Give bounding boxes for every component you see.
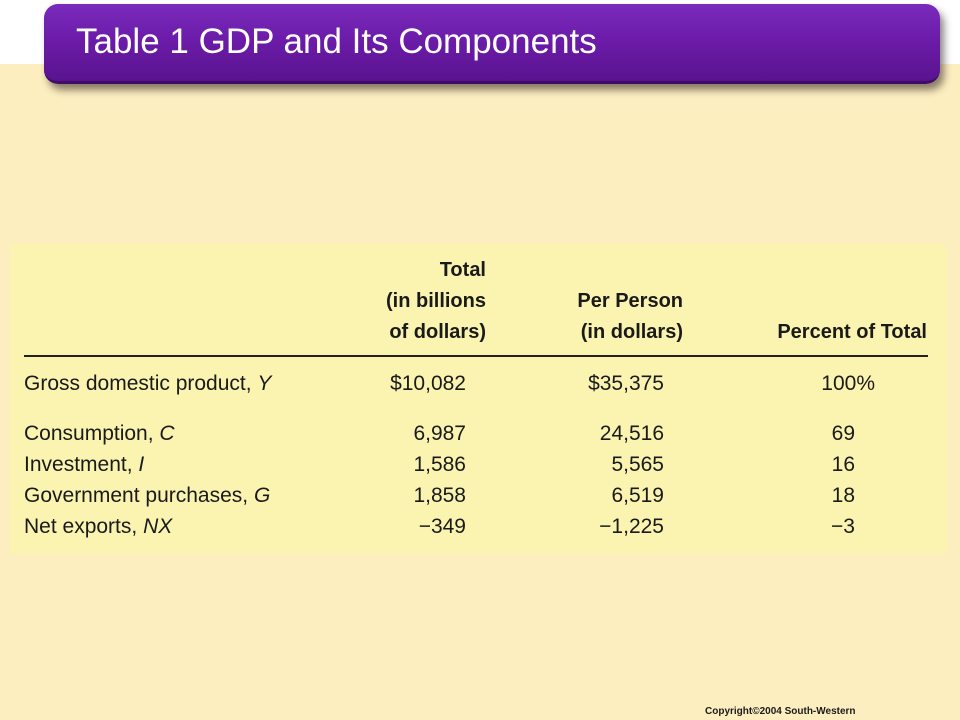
cell-per-person: $35,375 [588,372,664,395]
cell-per-person: 6,519 [611,484,664,507]
header-per-person-line-2: (in dollars) [580,321,683,343]
header-percent-line-1: Percent of Total [777,321,927,343]
cell-percent: 69 [831,422,855,445]
row-label-variable: C [159,422,175,445]
row-label: Consumption, C [24,419,175,449]
header-total: Total (in billions of dollars) [386,255,486,348]
row-label-variable: NX [143,515,173,538]
copyright-note: Copyright©2004 South-Western [705,706,856,717]
cell-per-person: 24,516 [599,422,664,445]
cell-percent: 18 [831,484,855,507]
gdp-table [10,244,947,554]
row-label-text: Net exports, [24,515,144,538]
row-label: Government purchases, G [24,481,270,511]
row-label-text: Consumption, [24,422,160,445]
cell-total: $10,082 [390,372,466,395]
row-label-variable: Y [257,372,272,395]
cell-percent: 16 [831,453,855,476]
cell-per-person: 5,565 [611,453,664,476]
cell-percent: −3 [831,515,855,538]
header-total-line-1: Total [439,259,486,281]
cell-total: −349 [418,515,466,538]
row-label-text: Gross domestic product, [24,372,258,395]
header-rule [24,355,928,357]
page-title: Table 1 GDP and Its Components [76,22,597,61]
header-total-line-3: of dollars) [389,321,486,343]
header-total-line-2: (in billions [386,290,486,312]
header-per-person: Per Person (in dollars) [577,286,683,348]
row-label-text: Government purchases, [24,484,254,507]
header-percent: Percent of Total [777,317,927,348]
row-label-variable: G [253,484,271,507]
row-label: Investment, I [24,450,144,480]
header-per-person-line-1: Per Person [577,290,683,312]
cell-percent: 100% [821,372,875,395]
cell-total: 1,586 [413,453,466,476]
title-bar [44,4,940,84]
cell-per-person: −1,225 [599,515,664,538]
row-label-variable: I [138,453,145,476]
cell-total: 1,858 [413,484,466,507]
row-label-text: Investment, [24,453,139,476]
row-label: Net exports, NX [24,512,172,542]
cell-total: 6,987 [413,422,466,445]
row-label: Gross domestic product, Y [24,369,271,399]
